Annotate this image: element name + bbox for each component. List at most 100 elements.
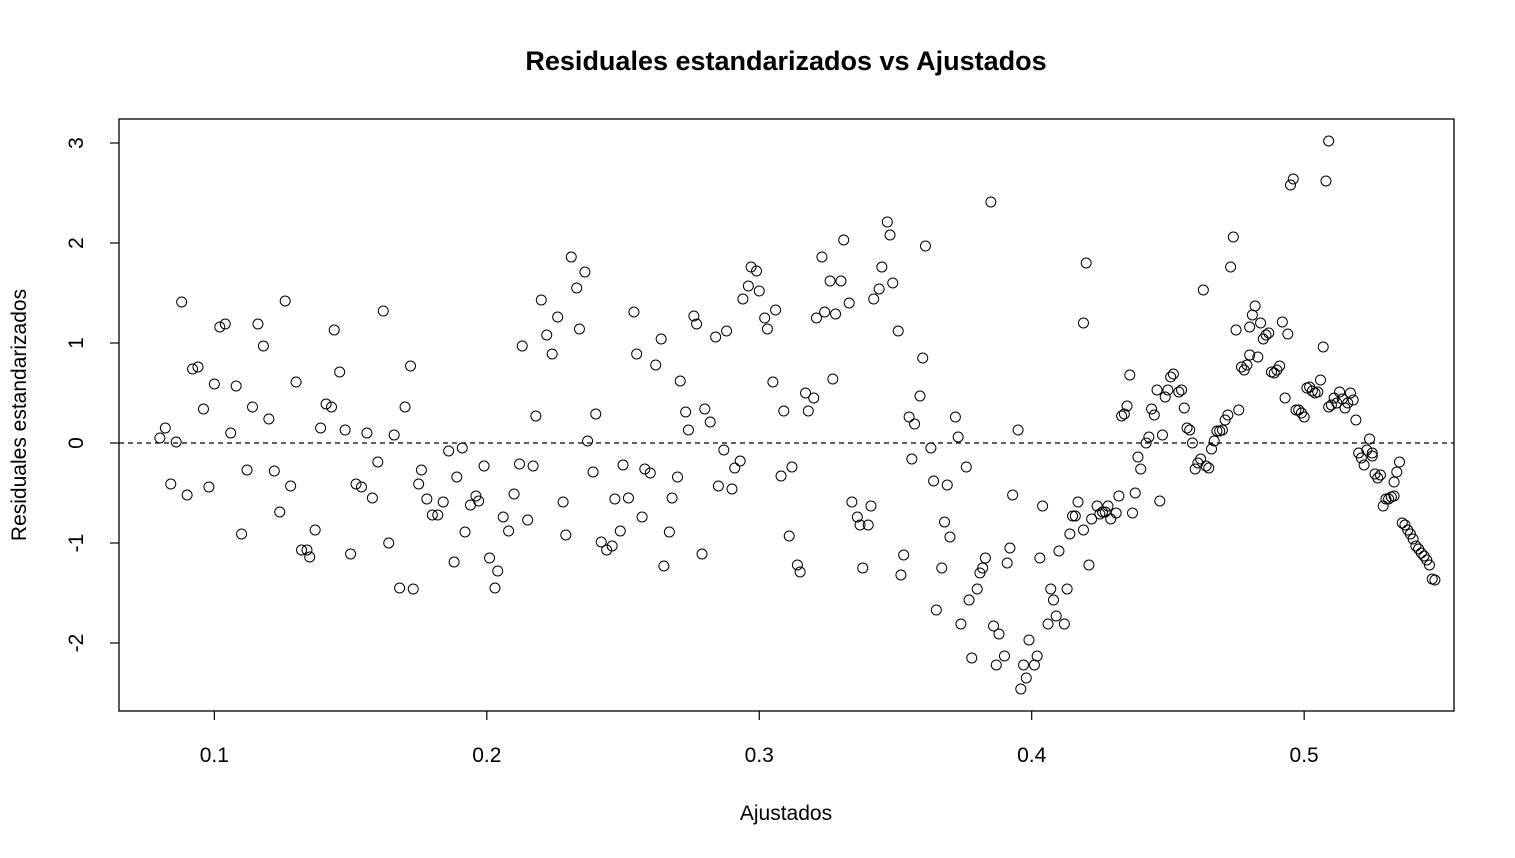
- data-point: [658, 560, 670, 572]
- data-point: [516, 340, 528, 352]
- data-point: [944, 531, 956, 543]
- data-point: [241, 464, 253, 476]
- data-point: [1268, 367, 1280, 379]
- data-point: [1290, 404, 1302, 416]
- data-point: [631, 348, 643, 360]
- data-point: [407, 583, 419, 595]
- data-point: [1225, 261, 1237, 273]
- data-point: [372, 456, 384, 468]
- data-point: [1282, 328, 1294, 340]
- data-point: [1077, 317, 1089, 329]
- data-point: [696, 548, 708, 560]
- data-point: [1167, 368, 1179, 380]
- data-point: [530, 410, 542, 422]
- data-point: [1241, 359, 1253, 371]
- data-point: [655, 333, 667, 345]
- data-point: [1045, 583, 1057, 595]
- data-point: [721, 325, 733, 337]
- data-point: [1410, 540, 1422, 552]
- data-point: [432, 509, 444, 521]
- data-point: [1116, 410, 1128, 422]
- data-point: [383, 537, 395, 549]
- data-point: [1276, 316, 1288, 328]
- data-point: [993, 628, 1005, 640]
- data-point: [527, 460, 539, 472]
- data-point: [800, 387, 812, 399]
- data-point: [1423, 559, 1435, 571]
- data-point: [783, 530, 795, 542]
- data-point: [1028, 659, 1040, 671]
- data-point: [862, 519, 874, 531]
- data-point: [1159, 391, 1171, 403]
- data-point: [1023, 634, 1035, 646]
- data-point: [767, 376, 779, 388]
- data-point: [617, 459, 629, 471]
- data-point: [1097, 506, 1109, 518]
- data-point: [456, 442, 468, 454]
- data-point: [1083, 559, 1095, 571]
- data-point: [290, 376, 302, 388]
- data-point: [843, 297, 855, 309]
- data-point: [595, 536, 607, 548]
- data-point: [573, 323, 585, 335]
- data-point: [1244, 321, 1256, 333]
- data-point: [808, 392, 820, 404]
- data-point: [252, 318, 264, 330]
- data-point: [274, 506, 286, 518]
- data-point: [737, 293, 749, 305]
- data-point: [794, 566, 806, 578]
- data-point: [1031, 650, 1043, 662]
- data-point: [478, 460, 490, 472]
- data-point: [497, 511, 509, 523]
- data-point: [1391, 466, 1403, 478]
- data-point: [1173, 386, 1185, 398]
- data-point: [1018, 659, 1030, 671]
- data-point: [214, 321, 226, 333]
- data-point: [219, 318, 231, 330]
- data-point: [1127, 507, 1139, 519]
- data-point: [990, 659, 1002, 671]
- data-point: [919, 240, 931, 252]
- data-point: [1396, 517, 1408, 529]
- data-point: [650, 359, 662, 371]
- data-point: [1184, 424, 1196, 436]
- data-point: [181, 489, 193, 501]
- data-point: [1086, 513, 1098, 525]
- data-point: [1364, 433, 1376, 445]
- data-point: [448, 556, 460, 568]
- data-point: [1233, 404, 1245, 416]
- data-point: [1388, 490, 1400, 502]
- y-tick-label: 1: [65, 337, 88, 349]
- data-point: [1094, 508, 1106, 520]
- data-point: [699, 403, 711, 415]
- data-point: [710, 331, 722, 343]
- data-point: [203, 481, 215, 493]
- data-point: [1048, 594, 1059, 606]
- data-point: [1366, 450, 1378, 462]
- data-point: [192, 361, 204, 373]
- data-point: [1298, 411, 1310, 423]
- data-point: [663, 526, 675, 538]
- data-point: [1208, 435, 1220, 447]
- data-point: [415, 464, 427, 476]
- data-point: [802, 405, 814, 417]
- data-point: [1197, 284, 1209, 296]
- data-point: [1246, 309, 1258, 321]
- data-point: [857, 562, 869, 574]
- y-tick-label: 3: [65, 137, 88, 149]
- data-point: [1320, 175, 1332, 187]
- data-point: [846, 496, 858, 508]
- data-point: [1206, 443, 1218, 455]
- data-point: [590, 408, 602, 420]
- data-point: [1012, 424, 1024, 436]
- data-point: [1388, 476, 1400, 488]
- y-tick-label: -2: [65, 634, 88, 653]
- data-point: [887, 277, 899, 289]
- data-point: [361, 427, 373, 439]
- data-point: [941, 479, 953, 491]
- data-point: [334, 366, 346, 378]
- y-tick-label: 0: [65, 437, 88, 449]
- data-point: [930, 604, 942, 616]
- data-point: [1102, 500, 1114, 512]
- data-point: [582, 435, 594, 447]
